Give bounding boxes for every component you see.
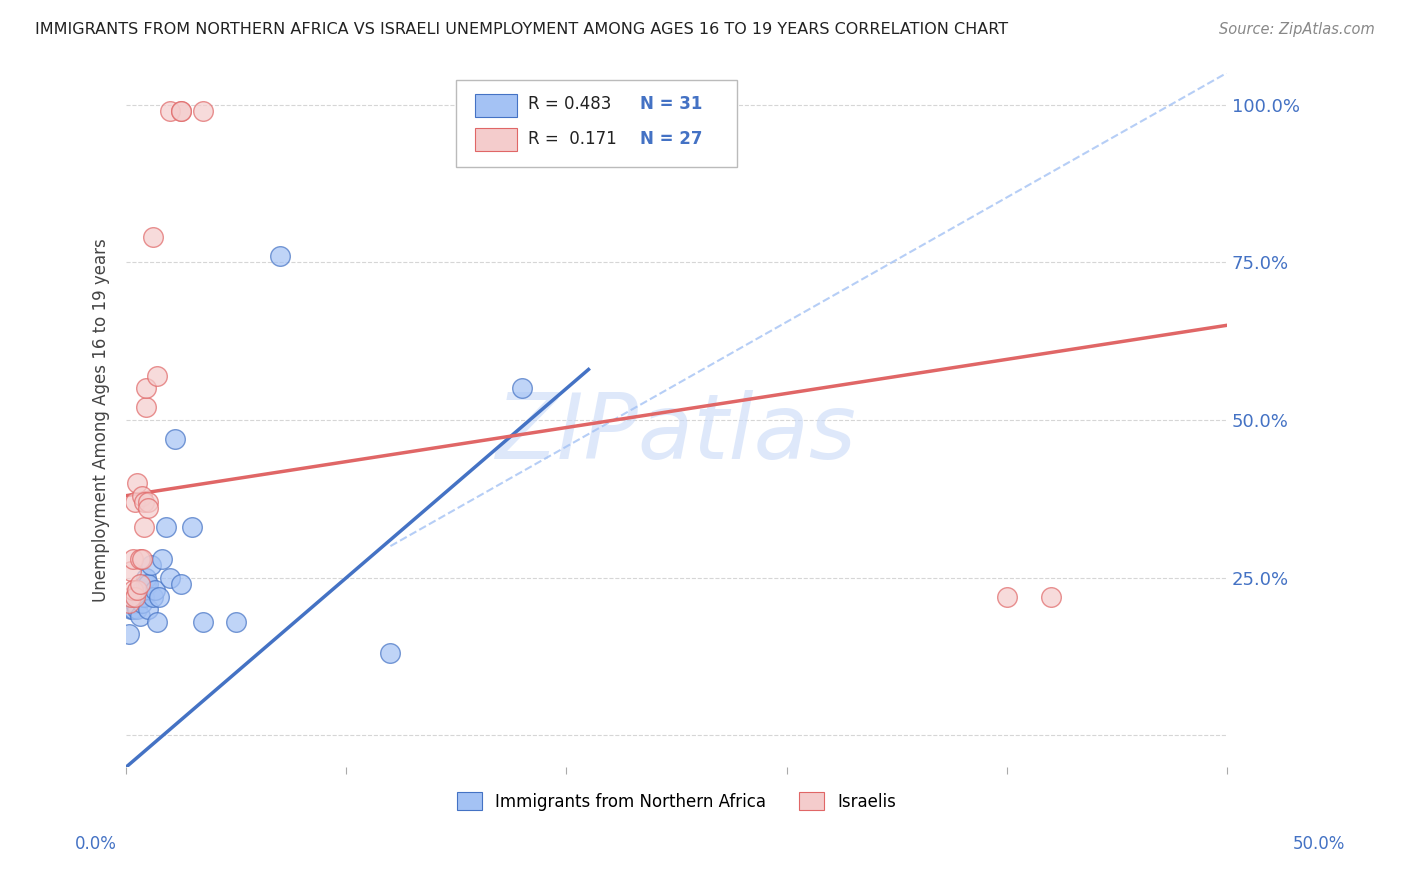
Point	[193, 615, 215, 629]
Point	[122, 602, 145, 616]
Point	[127, 590, 149, 604]
Point	[135, 577, 157, 591]
Point	[136, 602, 159, 616]
Point	[127, 583, 149, 598]
Text: R =  0.171: R = 0.171	[529, 130, 617, 148]
Point	[136, 501, 159, 516]
Point	[122, 551, 145, 566]
Point	[131, 489, 153, 503]
Bar	[475, 94, 517, 117]
Point	[127, 602, 149, 616]
Point	[117, 596, 139, 610]
Point	[135, 401, 157, 415]
Point	[128, 577, 150, 591]
Text: 50.0%: 50.0%	[1292, 835, 1346, 853]
Bar	[475, 128, 517, 152]
Point	[128, 590, 150, 604]
Point	[128, 608, 150, 623]
Point	[136, 577, 159, 591]
Point	[193, 103, 215, 118]
Text: R = 0.483: R = 0.483	[529, 95, 612, 113]
Point	[135, 571, 157, 585]
Text: ZIPatlas: ZIPatlas	[496, 390, 858, 478]
Point	[131, 596, 153, 610]
Y-axis label: Unemployment Among Ages 16 to 19 years: Unemployment Among Ages 16 to 19 years	[93, 238, 110, 602]
Point	[132, 520, 155, 534]
Point	[120, 565, 142, 579]
Point	[1039, 590, 1062, 604]
Point	[122, 583, 145, 598]
Point	[143, 583, 166, 598]
Point	[135, 381, 157, 395]
Point	[142, 230, 165, 244]
Point	[146, 368, 169, 383]
Point	[512, 381, 534, 395]
Text: IMMIGRANTS FROM NORTHERN AFRICA VS ISRAELI UNEMPLOYMENT AMONG AGES 16 TO 19 YEAR: IMMIGRANTS FROM NORTHERN AFRICA VS ISRAE…	[35, 22, 1008, 37]
Point	[146, 615, 169, 629]
Point	[163, 432, 186, 446]
Point	[170, 577, 193, 591]
Point	[120, 602, 142, 616]
Point	[136, 495, 159, 509]
Point	[380, 646, 402, 660]
Point	[131, 583, 153, 598]
Text: 0.0%: 0.0%	[75, 835, 117, 853]
Point	[132, 590, 155, 604]
Point	[148, 590, 170, 604]
Point	[225, 615, 247, 629]
Point	[170, 103, 193, 118]
Point	[124, 590, 146, 604]
Point	[159, 103, 181, 118]
Point	[150, 551, 173, 566]
Point	[128, 551, 150, 566]
Point	[269, 249, 291, 263]
Text: Source: ZipAtlas.com: Source: ZipAtlas.com	[1219, 22, 1375, 37]
Point	[124, 596, 146, 610]
Point	[124, 495, 146, 509]
Legend: Immigrants from Northern Africa, Israelis: Immigrants from Northern Africa, Israeli…	[457, 792, 897, 811]
Point	[159, 571, 181, 585]
Point	[142, 590, 165, 604]
Point	[117, 627, 139, 641]
Text: N = 27: N = 27	[640, 130, 703, 148]
Text: N = 31: N = 31	[640, 95, 703, 113]
Point	[139, 558, 162, 572]
Point	[120, 590, 142, 604]
Point	[181, 520, 204, 534]
Point	[132, 495, 155, 509]
Point	[170, 103, 193, 118]
Point	[995, 590, 1018, 604]
FancyBboxPatch shape	[457, 80, 737, 167]
Point	[131, 551, 153, 566]
Point	[127, 476, 149, 491]
Point	[155, 520, 177, 534]
